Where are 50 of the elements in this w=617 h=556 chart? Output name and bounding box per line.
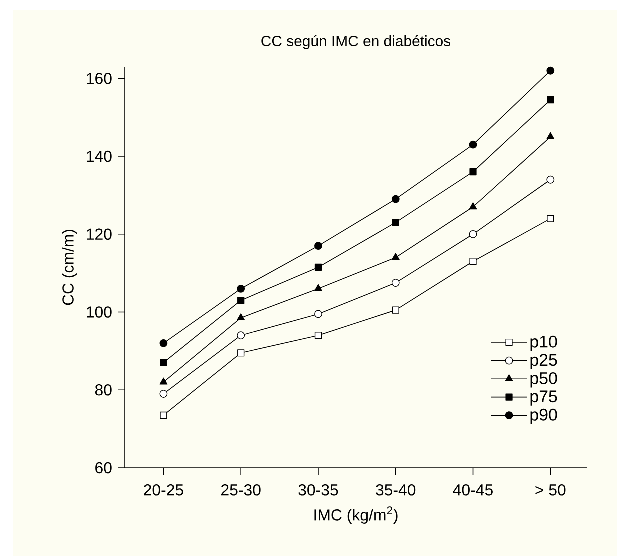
point [160, 359, 168, 366]
point [237, 314, 246, 321]
point [469, 202, 478, 210]
point [547, 96, 554, 104]
point [238, 297, 245, 304]
point [392, 279, 400, 288]
point [160, 378, 168, 385]
point [392, 306, 400, 314]
legend-label: p75 [530, 390, 558, 406]
x-tick-label: 35-40 [376, 484, 416, 496]
point [546, 66, 555, 75]
point [314, 242, 322, 250]
y-tick-label: 60 [96, 462, 112, 474]
x-tick-label: 40-45 [453, 484, 493, 496]
point [314, 284, 322, 292]
legend-label: p50 [530, 372, 558, 388]
point [392, 219, 400, 226]
point [238, 350, 245, 357]
chart-title: CC según IMC en diabéticos [262, 35, 451, 50]
legend-label: p90 [530, 408, 558, 424]
legend-label: p10 [530, 336, 558, 352]
y-axis-title: CC (cm/m) [62, 230, 78, 306]
point [314, 264, 322, 272]
point [314, 332, 322, 340]
point [546, 176, 555, 184]
point [237, 332, 246, 340]
point [160, 412, 168, 419]
point [470, 168, 477, 176]
point [314, 310, 322, 318]
point [160, 390, 168, 398]
legend-label: p25 [530, 354, 558, 370]
y-tick-label: 100 [87, 306, 112, 318]
point [392, 195, 400, 204]
point [392, 253, 400, 260]
y-tick-label: 80 [95, 384, 112, 396]
point [160, 339, 168, 348]
point [547, 215, 554, 222]
x-tick-label: 20-25 [144, 484, 184, 496]
point [470, 258, 477, 266]
point [546, 132, 555, 140]
x-tick-label: > 50 [536, 484, 566, 496]
x-tick-label: 25-30 [222, 484, 261, 496]
y-tick-label: 160 [87, 73, 112, 84]
x-tick-label: 30-35 [298, 484, 338, 496]
point [469, 230, 478, 238]
y-tick-label: 140 [87, 150, 112, 162]
point [237, 284, 246, 293]
y-tick-label: 120 [87, 228, 112, 240]
x-axis-title: IMC (kg/m$^{2}$) [314, 506, 398, 524]
point [469, 140, 478, 149]
